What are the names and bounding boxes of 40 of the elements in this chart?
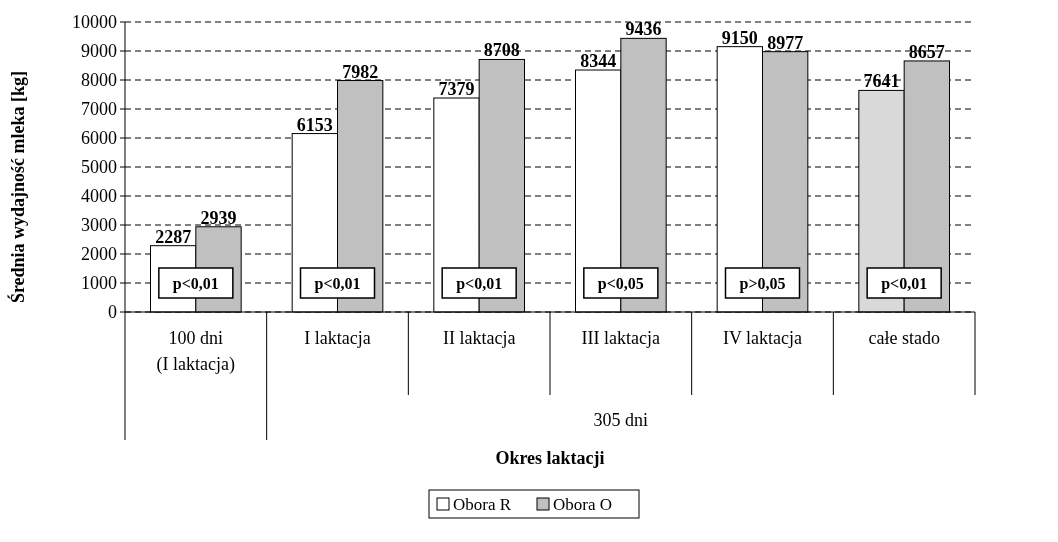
data-label: 2939 (200, 207, 237, 228)
y-tick-label: 6000 (81, 128, 117, 148)
y-tick-label: 8000 (81, 70, 117, 90)
legend-label: Obora R (453, 495, 512, 514)
x-tick-label: IV laktacja (722, 328, 803, 348)
data-label: 8657 (908, 41, 945, 62)
y-tick-label: 7000 (81, 99, 117, 119)
data-label: 7641 (863, 71, 900, 92)
data-label: 7982 (342, 61, 379, 82)
y-tick-label: 5000 (81, 157, 117, 177)
legend-label: Obora O (553, 495, 613, 514)
y-tick-label: 0 (108, 302, 117, 322)
annotation: p<0,01 (456, 275, 503, 293)
data-label: 8977 (767, 32, 804, 53)
y-tick-label: 4000 (81, 186, 117, 206)
x-tick-label: II laktacja (442, 328, 516, 348)
x-tick-label: 100 dni (I laktacja) (156, 328, 236, 375)
annotation: p<0,01 (881, 275, 928, 293)
x-tick-label: całe stado (868, 328, 940, 348)
data-label: 7379 (438, 79, 475, 100)
y-tick-label: 3000 (81, 215, 117, 235)
data-label: 2287 (155, 226, 192, 247)
y-tick-label: 10000 (72, 12, 117, 32)
y-axis-title: Średnia wydajność mleka [kg] (7, 70, 28, 304)
text: 305 dni (593, 410, 649, 430)
y-tick-label: 1000 (81, 273, 117, 293)
annotation: p<0,01 (314, 275, 361, 293)
data-label: 9150 (721, 27, 758, 48)
y-tick-label: 2000 (81, 244, 117, 264)
annotation: p>0,05 (739, 275, 786, 293)
data-label: 6153 (296, 114, 333, 135)
annotation: p<0,05 (597, 275, 644, 293)
annotation: p<0,01 (172, 275, 219, 293)
x-tick-label: III laktacja (581, 328, 661, 348)
data-label: 8344 (580, 51, 617, 72)
data-label: 8708 (483, 40, 520, 61)
x-tick-label: I laktacja (304, 328, 371, 348)
y-tick-label: 9000 (81, 41, 117, 61)
x-axis-title: Okres laktacji (495, 448, 605, 468)
data-label: 9436 (625, 19, 662, 40)
